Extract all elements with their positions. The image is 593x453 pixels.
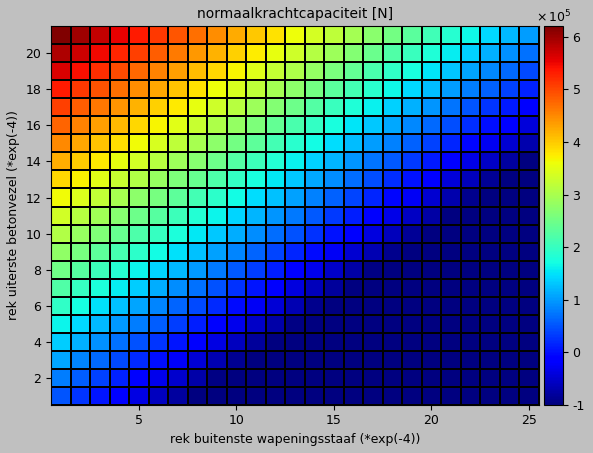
Title: $\times\,10^5$: $\times\,10^5$ [535, 9, 571, 25]
Y-axis label: rek uiterste betonvezel (*exp(-4)): rek uiterste betonvezel (*exp(-4)) [7, 111, 20, 320]
X-axis label: rek buitenste wapeningsstaaf (*exp(-4)): rek buitenste wapeningsstaaf (*exp(-4)) [170, 433, 420, 446]
Title: normaalkrachtcapaciteit [N]: normaalkrachtcapaciteit [N] [197, 7, 393, 21]
